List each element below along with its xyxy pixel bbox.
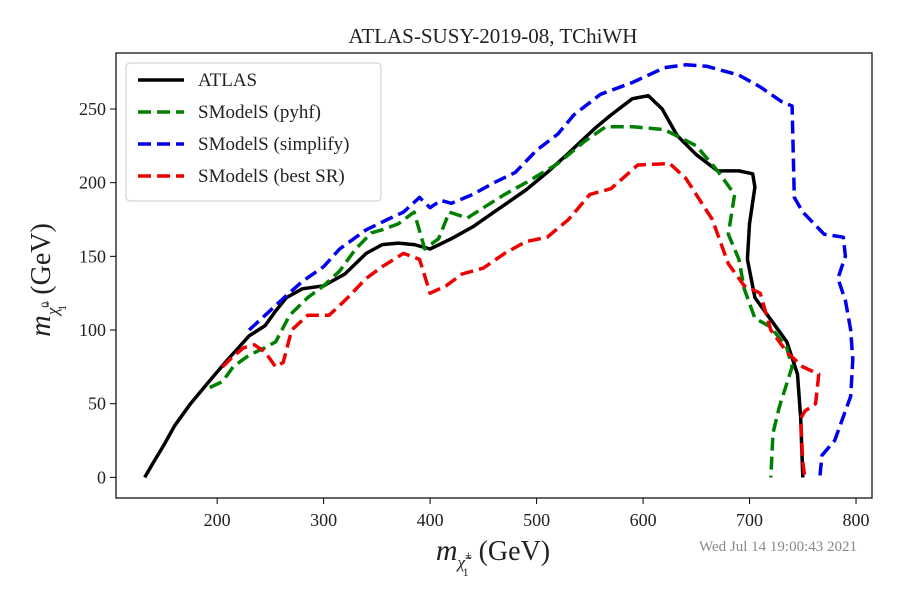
x-axis-label: mχ̃± 1(GeV) bbox=[436, 534, 550, 579]
x-tick-label: 700 bbox=[736, 510, 763, 530]
timestamp: Wed Jul 14 19:00:43 2021 bbox=[699, 539, 857, 555]
legend-label-2: SModelS (simplify) bbox=[198, 134, 349, 155]
x-axis-ticks: 200 300 400 500 600 700 800 bbox=[204, 498, 870, 530]
y-tick-label: 0 bbox=[97, 467, 106, 487]
y-axis-label: mχ̃0 1(GeV) bbox=[24, 223, 69, 337]
legend-box bbox=[125, 62, 382, 202]
y-tick-label: 50 bbox=[88, 394, 106, 414]
plot-frame bbox=[115, 52, 873, 499]
x-tick-label: 400 bbox=[417, 510, 444, 530]
y-tick-label: 150 bbox=[79, 246, 106, 266]
x-tick-label: 800 bbox=[843, 510, 870, 530]
x-tick-label: 300 bbox=[310, 510, 337, 530]
x-tick-label: 500 bbox=[523, 510, 550, 530]
x-tick-label: 200 bbox=[204, 510, 231, 530]
y-tick-label: 100 bbox=[79, 320, 106, 340]
series-line-3 bbox=[221, 161, 821, 478]
legend-label-0: ATLAS bbox=[198, 70, 257, 91]
legend: ATLAS SModelS (pyhf) SModelS (simplify) SMo… bbox=[125, 62, 382, 202]
series-line-2 bbox=[247, 63, 855, 478]
legend-label-3: SModelS (best SR) bbox=[198, 166, 345, 187]
legend-items: ATLAS SModelS (pyhf) SModelS (simplify) SMo… bbox=[138, 70, 349, 187]
y-tick-label: 200 bbox=[79, 173, 106, 193]
series-line-0 bbox=[143, 93, 805, 479]
y-axis-ticks: 0 50 100 150 200 250 bbox=[79, 99, 116, 487]
y-axis-label-group: mχ̃0 1(GeV) bbox=[24, 223, 69, 337]
chart-title: ATLAS-SUSY-2019-08, TChiWH bbox=[349, 24, 638, 48]
x-tick-label: 600 bbox=[630, 510, 657, 530]
series-line-1 bbox=[208, 124, 794, 478]
series-layer bbox=[143, 63, 855, 479]
legend-label-1: SModelS (pyhf) bbox=[198, 102, 321, 123]
y-tick-label: 250 bbox=[79, 99, 106, 119]
